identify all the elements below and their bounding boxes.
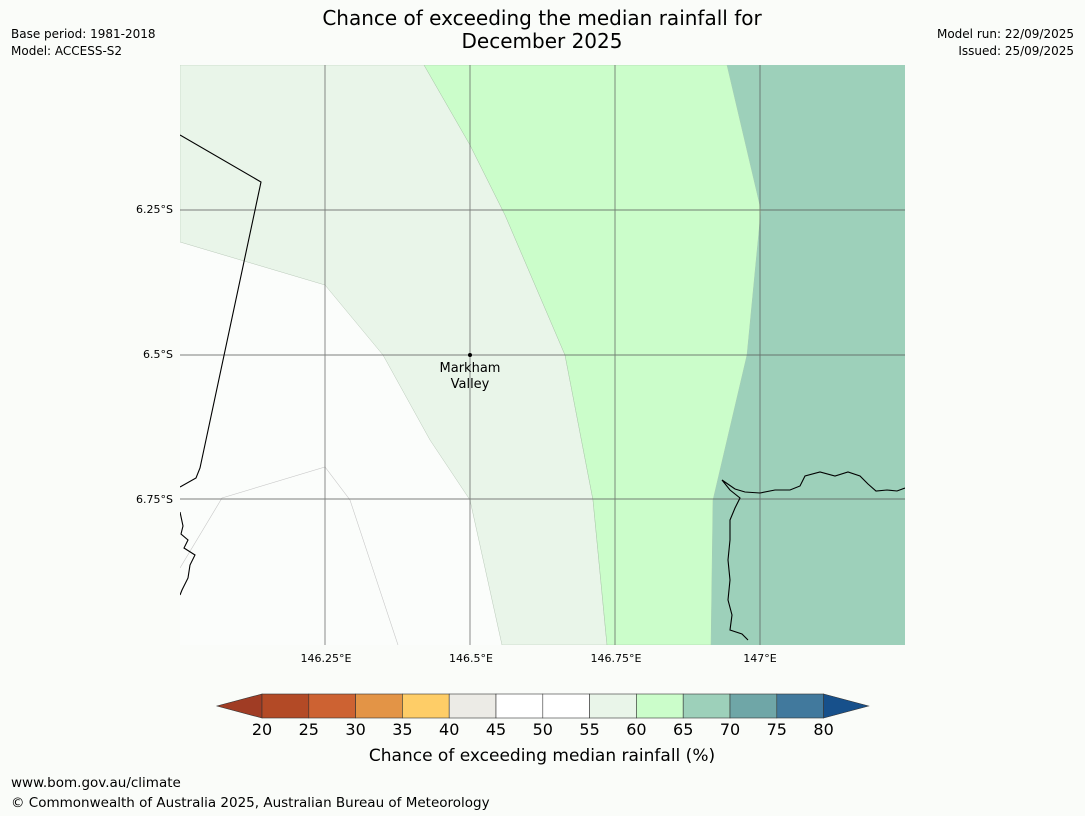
place-marker[interactable] — [468, 353, 472, 357]
footer-url[interactable]: www.bom.gov.au/climate — [11, 775, 181, 791]
meta-right: Model run: 22/09/2025 Issued: 25/09/2025 — [937, 26, 1074, 60]
colorbar-extend-high — [823, 693, 870, 719]
colorbar-tick-label: 75 — [767, 720, 787, 739]
meta-left: Base period: 1981-2018 Model: ACCESS-S2 — [11, 26, 156, 60]
colorbar-tick-label: 30 — [345, 720, 365, 739]
colorbar-segment — [729, 693, 778, 719]
colorbar-segment — [682, 693, 731, 719]
lon-label: 146.5°E — [449, 652, 493, 665]
lat-labels: 6.25°S 6.5°S 6.75°S — [136, 203, 173, 506]
gridlines — [180, 65, 905, 645]
colorbar-tick-label: 45 — [486, 720, 506, 739]
colorbar-tick-label: 40 — [439, 720, 459, 739]
title-line-2: December 2025 — [461, 29, 623, 53]
colorbar-segment — [776, 693, 824, 719]
colorbar-segment — [402, 693, 450, 719]
coastline-east — [721, 471, 905, 641]
colorbar-segment — [261, 693, 310, 719]
colorbar-segment — [589, 693, 637, 719]
issued-date: Issued: 25/09/2025 — [958, 44, 1074, 58]
colorbar-extend-low — [215, 693, 263, 719]
colorbar-tick-label: 60 — [626, 720, 646, 739]
colorbar-tick-label: 20 — [252, 720, 272, 739]
place-label-line1: Markham — [440, 361, 501, 376]
lon-label: 146.25°E — [301, 652, 352, 665]
colorbar-segment — [636, 693, 684, 719]
lon-labels: 146.25°E 146.5°E 146.75°E 147°E — [301, 652, 777, 665]
map-title: Chance of exceeding the median rainfall … — [242, 7, 842, 53]
colorbar-tick-label: 70 — [720, 720, 740, 739]
colorbar-segment — [448, 693, 497, 719]
lat-label: 6.75°S — [136, 493, 173, 506]
colorbar-label: Chance of exceeding median rainfall (%) — [369, 746, 715, 766]
colorbar-tick-label: 25 — [299, 720, 319, 739]
model-name: Model: ACCESS-S2 — [11, 44, 123, 58]
lat-label: 6.25°S — [136, 203, 173, 216]
footer-copyright: © Commonwealth of Australia 2025, Austra… — [11, 795, 490, 811]
coastline-west — [180, 511, 196, 596]
colorbar-segment — [542, 693, 590, 719]
colorbar-tick-label: 65 — [673, 720, 693, 739]
colorbar-segment — [355, 693, 403, 719]
lat-label: 6.5°S — [143, 348, 173, 361]
province-border — [180, 134, 262, 488]
colorbar-tick-label: 80 — [813, 720, 833, 739]
colorbar-segment — [495, 693, 544, 719]
colorbar — [215, 693, 870, 719]
model-run: Model run: 22/09/2025 — [936, 27, 1074, 41]
title-line-1: Chance of exceeding the median rainfall … — [322, 6, 762, 30]
colorbar-segment — [308, 693, 356, 719]
lon-label: 146.75°E — [591, 652, 642, 665]
colorbar-tick-label: 55 — [579, 720, 599, 739]
colorbar-tick-label: 50 — [533, 720, 553, 739]
colorbar-ticks: 20 25 30 35 40 45 50 55 60 65 70 75 80 — [252, 720, 834, 739]
colorbar-tick-label: 35 — [392, 720, 412, 739]
place-label-line2: Valley — [451, 377, 490, 392]
lon-label: 147°E — [743, 652, 776, 665]
base-period: Base period: 1981-2018 — [11, 27, 156, 41]
map-area[interactable]: Markham Valley — [180, 65, 905, 645]
